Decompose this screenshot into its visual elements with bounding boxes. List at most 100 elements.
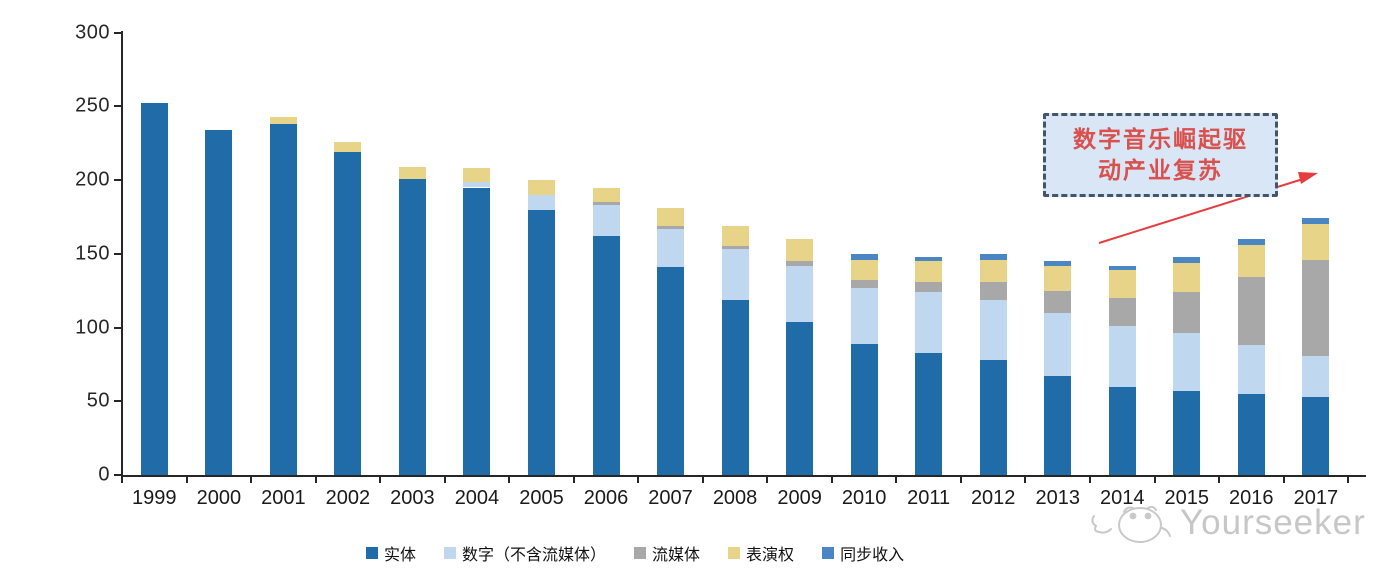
x-tick (250, 477, 253, 483)
bar-segment (1044, 290, 1072, 313)
x-tick-label: 2007 (648, 487, 693, 509)
bar-segment (786, 321, 814, 475)
bar-segment (1173, 390, 1201, 475)
bar-segment (1302, 218, 1330, 225)
bar-segment (979, 253, 1007, 260)
x-tick (1153, 477, 1156, 483)
bar-segment (979, 360, 1007, 475)
bar-segment (140, 103, 168, 475)
bar-segment (527, 209, 555, 475)
bar-segment (850, 280, 878, 288)
annotation-text-line1: 数字音乐崛起驱 (1073, 126, 1248, 152)
bar-segment (1173, 256, 1201, 263)
bar-segment (915, 261, 943, 282)
bar-segment (721, 246, 749, 250)
bar-segment (1302, 224, 1330, 260)
bar-segment (1302, 259, 1330, 356)
legend-label: 实体 (384, 547, 417, 564)
x-tick-label: 2001 (261, 487, 306, 509)
bar-segment (1108, 270, 1136, 299)
bar-segment (1108, 386, 1136, 475)
legend-swatch-icon (444, 547, 457, 559)
legend-label: 流媒体 (652, 547, 701, 564)
x-tick-label: 2015 (1164, 487, 1210, 509)
y-tick-label: 150 (75, 242, 110, 265)
x-tick (508, 477, 511, 483)
bar-segment (657, 208, 685, 226)
bar-segment (786, 239, 814, 262)
bar-segment (915, 292, 943, 353)
y-tick-label: 250 (75, 94, 110, 117)
bar-segment (1302, 396, 1330, 475)
y-tick (114, 31, 121, 34)
x-tick (959, 477, 962, 483)
x-tick-label: 2010 (841, 487, 887, 509)
legend-item: 实体 (366, 541, 416, 565)
x-tick (1218, 477, 1221, 483)
x-tick-label: 2011 (907, 487, 951, 509)
bar-segment (1173, 262, 1201, 293)
y-tick (114, 400, 121, 403)
bar-segment (915, 256, 943, 262)
y-axis-line (121, 31, 123, 477)
bar-segment (1237, 239, 1265, 245)
bar-segment (657, 225, 685, 229)
bar-segment (398, 178, 426, 475)
bar-segment (1108, 326, 1136, 387)
x-tick (830, 477, 833, 483)
bar-segment (915, 352, 943, 475)
bar-segment (205, 130, 233, 475)
bar-segment (527, 194, 555, 210)
y-tick-label: 100 (75, 316, 110, 339)
bar-segment (592, 205, 620, 237)
bar-segment (721, 299, 749, 475)
bar-segment (915, 281, 943, 293)
chart-legend: 实体 数字（不含流媒体） 流媒体 表演权 同步收入 (366, 541, 904, 565)
y-tick-label: 200 (75, 168, 110, 191)
bar-segment (269, 116, 297, 125)
x-tick (121, 477, 124, 483)
legend-item: 数字（不含流媒体） (444, 541, 606, 565)
bar-segment (850, 287, 878, 344)
bar-segment (786, 265, 814, 322)
bar-segment (850, 259, 878, 281)
bar-segment (463, 187, 491, 475)
x-tick (637, 477, 640, 483)
y-tick (114, 252, 121, 255)
bar-segment (1237, 277, 1265, 346)
y-tick-label: 50 (86, 389, 110, 412)
x-tick (1024, 477, 1027, 483)
x-tick-label: 2003 (390, 487, 435, 509)
x-tick (185, 477, 188, 483)
bar-segment (463, 168, 491, 182)
bar-segment (657, 267, 685, 475)
x-tick-label: 2017 (1293, 487, 1339, 509)
x-tick (1282, 477, 1285, 483)
bar-segment (334, 152, 362, 475)
bar-segment (1302, 355, 1330, 397)
x-tick-label: 2004 (454, 487, 500, 509)
bar-segment (592, 236, 620, 475)
x-tick-label: 1999 (132, 487, 177, 509)
legend-swatch-icon (728, 547, 741, 559)
x-tick-label: 2016 (1229, 487, 1274, 509)
x-tick-label: 2006 (583, 487, 629, 509)
x-tick (766, 477, 769, 483)
x-tick-label: 2008 (712, 487, 758, 509)
bar-segment (979, 281, 1007, 300)
x-tick (1347, 477, 1350, 483)
y-tick (114, 105, 121, 108)
bar-segment (1237, 393, 1265, 475)
x-tick-label: 2013 (1035, 487, 1080, 509)
x-tick-label: 2005 (519, 487, 564, 509)
annotation-text-line2: 动产业复苏 (1098, 158, 1223, 183)
x-tick (379, 477, 382, 483)
legend-item: 流媒体 (634, 541, 700, 565)
x-tick-label: 2002 (325, 487, 371, 509)
bar-segment (1044, 261, 1072, 266)
x-tick (443, 477, 446, 483)
bar-segment (721, 249, 749, 300)
bar-segment (463, 181, 491, 188)
bar-segment (592, 202, 620, 206)
bar-segment (1108, 265, 1136, 271)
